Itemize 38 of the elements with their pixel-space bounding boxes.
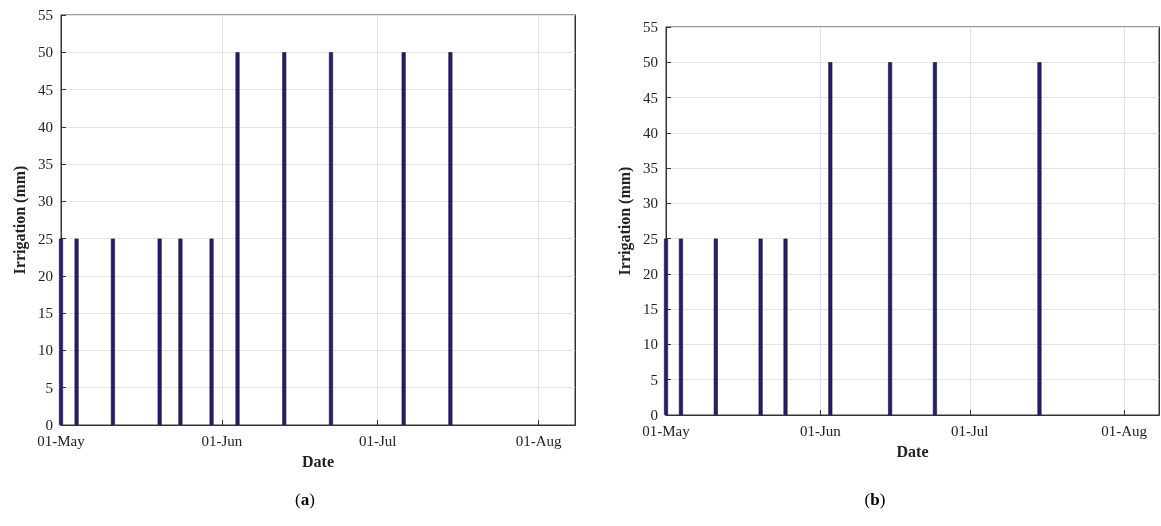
y-tick-label: 0 [45, 417, 53, 433]
y-tick-label: 55 [643, 19, 658, 35]
y-tick-label: 15 [643, 301, 658, 318]
y-tick-label: 55 [38, 7, 53, 23]
y-tick-label: 25 [38, 230, 53, 247]
y-tick-label: 25 [643, 230, 658, 247]
y-tick-label: 0 [650, 407, 658, 423]
text: (b) [863, 490, 887, 510]
x-axis-title: Date [896, 442, 929, 460]
y-tick-label: 45 [38, 81, 53, 98]
y-tick-label: 10 [38, 342, 53, 359]
y-tick-label: 5 [45, 379, 53, 396]
x-tick-label: 01-Aug [1101, 422, 1148, 439]
x-axis-title: Date [302, 452, 334, 470]
y-tick-label: 35 [643, 160, 658, 177]
y-tick-label: 40 [643, 124, 658, 141]
x-tick-label: 01-May [642, 422, 691, 439]
y-tick-label: 20 [643, 265, 658, 282]
y-tick-label: 35 [38, 156, 53, 173]
y-tick-label: 50 [38, 44, 53, 61]
x-tick-label: 01-Jun [799, 422, 842, 439]
y-tick-label: 20 [38, 267, 53, 284]
y-tick-label: 30 [643, 195, 658, 212]
x-tick-label: 01-Aug [515, 432, 563, 449]
x-tick-label: 01-Jul [951, 422, 989, 439]
x-tick-label: 01-Jul [358, 432, 397, 449]
x-tick-label: 01-Jun [201, 432, 243, 449]
y-tick-label: 45 [643, 89, 658, 106]
text: (a) [294, 490, 316, 510]
y-tick-label: 30 [38, 193, 53, 210]
y-tick-label: 10 [643, 336, 658, 353]
y-tick-label: 50 [643, 54, 658, 71]
y-tick-label: 40 [38, 118, 53, 135]
y-tick-label: 5 [650, 371, 658, 388]
y-tick-label: 15 [38, 305, 53, 322]
x-tick-label: 01-May [37, 432, 86, 449]
y-axis-title: Irrigation (mm) [10, 165, 29, 275]
y-axis-title: Irrigation (mm) [615, 166, 634, 276]
